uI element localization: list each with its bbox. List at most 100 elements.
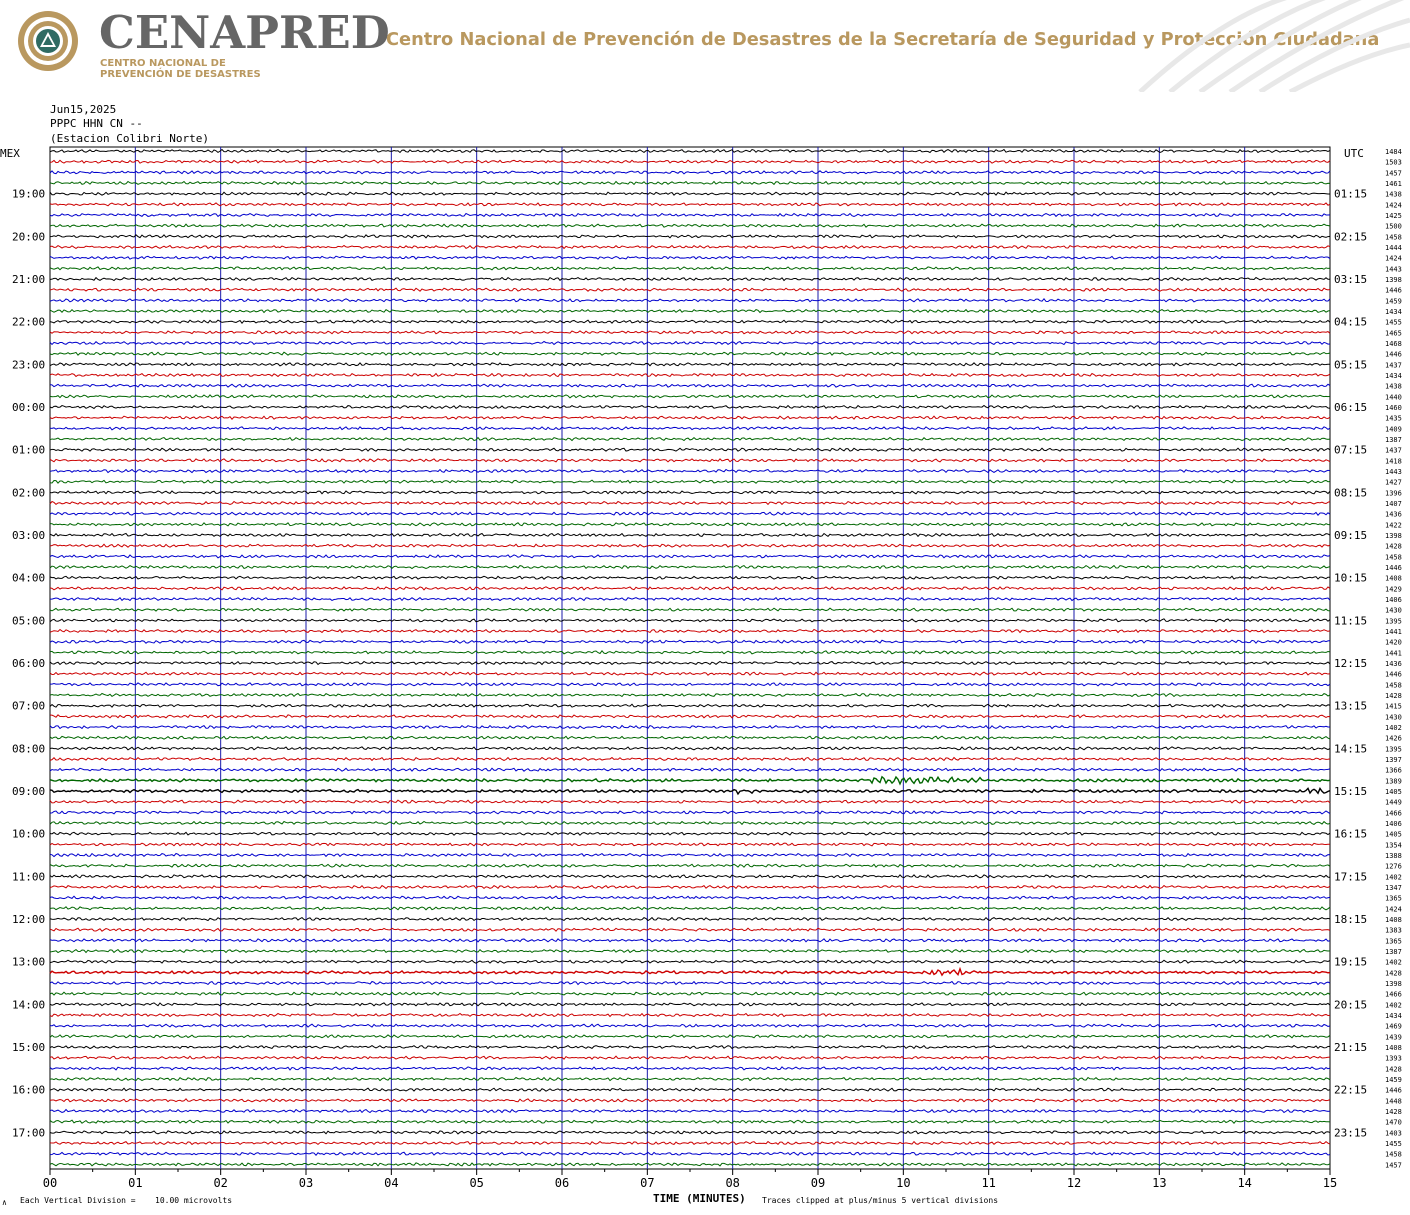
left-hour-label: 20:00: [12, 230, 45, 243]
row-value-label: 1443: [1385, 265, 1402, 273]
x-tick-label: 06: [555, 1176, 569, 1190]
trace-row: [49, 767, 1331, 772]
row-value-label: 1434: [1385, 1012, 1402, 1020]
row-value-label: 1424: [1385, 905, 1402, 913]
row-value-label: 1455: [1385, 319, 1402, 327]
x-tick-label: 10: [896, 1176, 910, 1190]
trace-row: [49, 735, 1331, 740]
right-hour-label: 08:15: [1334, 486, 1367, 499]
right-hour-label: 23:15: [1334, 1126, 1367, 1139]
row-value-label: 1409: [1385, 425, 1402, 433]
trace-row: [49, 1151, 1331, 1156]
trace-row: [49, 436, 1331, 442]
row-value-label: 1408: [1385, 575, 1402, 583]
trace-row: [49, 966, 1331, 977]
right-hour-label: 19:15: [1334, 956, 1367, 969]
x-tick-label: 11: [981, 1176, 995, 1190]
trace-row: [49, 191, 1331, 196]
x-tick-label: 00: [43, 1176, 57, 1190]
trace-row: [49, 426, 1331, 431]
trace-row: [49, 639, 1331, 644]
trace-row: [49, 1087, 1331, 1092]
recording-date: Jun15,2025: [50, 103, 117, 116]
trace-row: [49, 596, 1331, 602]
left-hour-label: 06:00: [12, 657, 45, 670]
trace-row: [49, 660, 1331, 666]
trace-row: [49, 575, 1331, 580]
x-tick-label: 12: [1067, 1176, 1081, 1190]
right-axis-title: UTC: [1344, 147, 1364, 160]
row-value-label: 1405: [1385, 788, 1402, 796]
right-hour-label: 07:15: [1334, 444, 1367, 457]
row-value-label: 1402: [1385, 724, 1402, 732]
row-value-label: 1276: [1385, 863, 1402, 871]
trace-row: [49, 212, 1331, 218]
row-value-label: 1465: [1385, 329, 1402, 337]
row-value-label: 1458: [1385, 553, 1402, 561]
row-value-label: 1446: [1385, 564, 1402, 572]
left-hour-label: 08:00: [12, 742, 45, 755]
trace-row: [49, 276, 1331, 282]
row-value-label: 1446: [1385, 351, 1402, 359]
row-value-label: 1436: [1385, 511, 1402, 519]
trace-row: [49, 820, 1331, 826]
right-hour-label: 13:15: [1334, 700, 1367, 713]
trace-row: [49, 490, 1331, 495]
trace-row: [49, 266, 1331, 271]
trace-row: [49, 1055, 1331, 1060]
left-hour-label: 21:00: [12, 273, 45, 286]
left-hour-label: 19:00: [12, 188, 45, 201]
trace-row: [49, 1044, 1331, 1050]
trace-row: [49, 170, 1331, 175]
row-value-label: 1446: [1385, 1087, 1402, 1095]
row-value-label: 1389: [1385, 777, 1402, 785]
left-hour-label: 15:00: [12, 1041, 45, 1054]
trace-row: [49, 1119, 1331, 1124]
row-value-label: 1397: [1385, 756, 1402, 764]
left-hour-label: 16:00: [12, 1084, 45, 1097]
right-hour-label: 10:15: [1334, 572, 1367, 585]
x-tick-label: 08: [725, 1176, 739, 1190]
row-value-label: 1405: [1385, 831, 1402, 839]
row-value-label: 1430: [1385, 713, 1402, 721]
row-value-label: 1484: [1385, 148, 1402, 156]
row-value-label: 1435: [1385, 415, 1402, 423]
row-value-label: 1398: [1385, 276, 1402, 284]
right-hour-label: 02:15: [1334, 230, 1367, 243]
row-value-label: 1428: [1385, 1065, 1402, 1073]
x-tick-label: 02: [213, 1176, 227, 1190]
row-value-label: 1398: [1385, 980, 1402, 988]
organization-title: Centro Nacional de Prevención de Desastr…: [386, 29, 1380, 50]
scale-note-label: Each Vertical Division =: [20, 1196, 136, 1205]
trace-row: [49, 852, 1331, 858]
trace-row: [49, 532, 1331, 538]
trace-row: [49, 831, 1331, 836]
trace-row: [49, 1130, 1331, 1135]
trace-row: [49, 351, 1331, 356]
row-value-label: 1406: [1385, 596, 1402, 604]
trace-row: [49, 884, 1331, 890]
row-value-label: 1424: [1385, 201, 1402, 209]
trace-row: [49, 319, 1331, 324]
x-tick-label: 09: [811, 1176, 825, 1190]
row-value-label: 1466: [1385, 991, 1402, 999]
right-hour-label: 21:15: [1334, 1041, 1367, 1054]
left-hour-label: 00:00: [12, 401, 45, 414]
trace-row: [49, 234, 1331, 239]
row-value-label: 1396: [1385, 489, 1402, 497]
trace-row: [49, 383, 1331, 388]
row-value-label: 1446: [1385, 671, 1402, 679]
left-hour-label: 10:00: [12, 828, 45, 841]
right-hour-label: 01:15: [1334, 188, 1367, 201]
trace-row: [49, 724, 1331, 730]
trace-row: [49, 308, 1331, 314]
row-value-label: 1425: [1385, 212, 1402, 220]
left-hour-label: 05:00: [12, 614, 45, 627]
trace-row: [49, 682, 1331, 687]
x-tick-label: 03: [299, 1176, 313, 1190]
trace-row: [49, 1108, 1331, 1114]
row-value-label: 1438: [1385, 191, 1402, 199]
x-tick-label: 13: [1152, 1176, 1166, 1190]
row-value-label: 1366: [1385, 767, 1402, 775]
clip-note: Traces clipped at plus/minus 5 vertical …: [762, 1196, 999, 1205]
